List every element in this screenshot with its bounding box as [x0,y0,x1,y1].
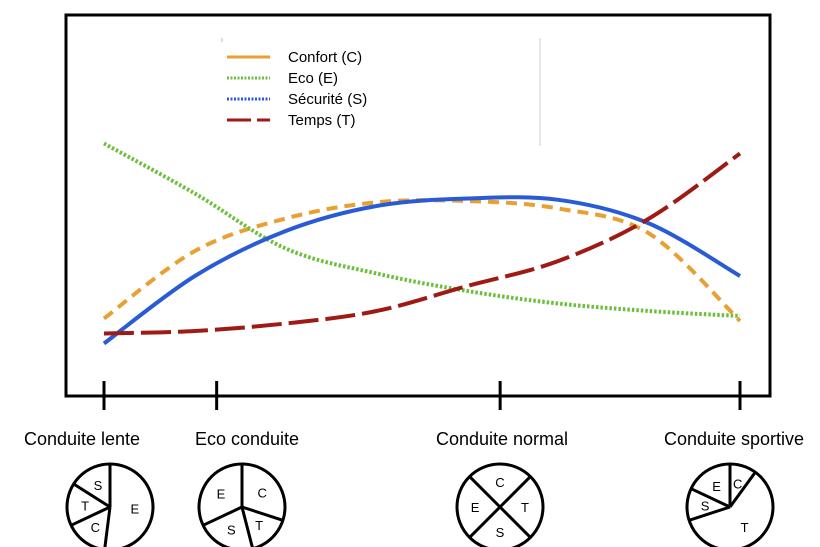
pie-slice-label-conduite-sportive-s: S [701,498,710,513]
series-line-temps-t [103,151,742,336]
pie-slice-label-conduite-lente-e: E [131,502,140,517]
pie-slice-label-conduite-sportive-c: C [733,476,742,491]
pie-slice-label-conduite-normal-c: C [495,475,504,490]
pie-slice-label-eco-conduite-e: E [217,487,226,502]
legend-label-temps-t: Temps (T) [288,112,356,129]
pie-divider-conduite-sportive-t [728,471,757,508]
series-line-confort-c [102,198,742,323]
pie-conduite-normal: C T S E [455,462,545,547]
pie-conduite-lente: E CTS [65,462,155,547]
mode-label-eco-conduite: Eco conduite [195,429,299,449]
pie-eco-conduite: C T S E [197,462,287,547]
legend-label-confort-c: Confort (C) [288,49,362,66]
mode-label-conduite-sportive: Conduite sportive [664,429,804,449]
pie-divider-conduite-normal-t [498,475,532,509]
pie-slice-label-conduite-lente-t: T [81,498,89,513]
legend-label-securite-s: Sécurité (S) [288,91,367,108]
mode-label-conduite-lente: Conduite lente [24,429,140,449]
pie-slice-label-conduite-normal-e: E [471,500,480,515]
pie-divider-eco-conduite-t [241,505,284,522]
pie-divider-conduite-sportive-s [688,505,731,522]
legend: Confort (C) Eco (E) Sécurité (S) Temps (T) [227,49,367,129]
pie-conduite-sportive: C T SE [685,462,775,547]
mode-ticks [102,381,742,410]
pie-slice-label-conduite-sportive-t: T [741,520,749,535]
pie-divider-conduite-normal-c [468,475,502,509]
series-line-eco-e [103,141,741,318]
pie-divider-conduite-lente-c [103,506,112,547]
pie-divider-conduite-normal-e [468,505,502,539]
series-layer [102,141,742,346]
pie-slice-label-conduite-lente-s: S [94,478,103,493]
mode-label-conduite-normal: Conduite normal [436,429,568,449]
pie-slice-label-eco-conduite-c: C [257,485,266,500]
pie-divider-eco-conduite-e [202,505,243,527]
legend-label-eco-e: Eco (E) [288,70,338,87]
pie-slice-label-conduite-lente-c: C [91,520,100,535]
pie-divider-conduite-lente-s [72,482,111,509]
pie-slice-label-eco-conduite-s: S [227,523,236,538]
pie-divider-conduite-lente-t [70,505,111,527]
pie-divider-conduite-sportive-e [690,487,731,509]
pie-slice-label-eco-conduite-t: T [255,518,263,533]
pie-slice-label-conduite-normal-t: T [521,500,529,515]
pie-divider-conduite-normal-s [498,505,532,539]
plot-frame [64,13,772,398]
pie-divider-eco-conduite-s [240,506,254,547]
pie-slice-label-conduite-normal-s: S [496,525,505,540]
pie-slice-label-conduite-sportive-e: E [712,479,721,494]
mode-labels: Conduite lente Eco conduite Conduite norma… [24,429,804,449]
